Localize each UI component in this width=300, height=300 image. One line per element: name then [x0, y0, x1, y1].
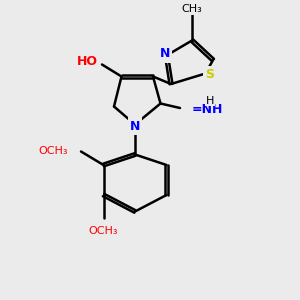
- Text: OCH₃: OCH₃: [38, 146, 68, 157]
- Text: CH₃: CH₃: [182, 4, 203, 14]
- Text: HO: HO: [76, 55, 98, 68]
- Text: N: N: [130, 119, 140, 133]
- Text: N: N: [160, 47, 170, 61]
- Text: S: S: [206, 68, 214, 82]
- Text: OCH₃: OCH₃: [89, 226, 118, 236]
- Text: O: O: [57, 145, 68, 158]
- Text: H: H: [206, 95, 214, 106]
- Text: =NH: =NH: [192, 103, 224, 116]
